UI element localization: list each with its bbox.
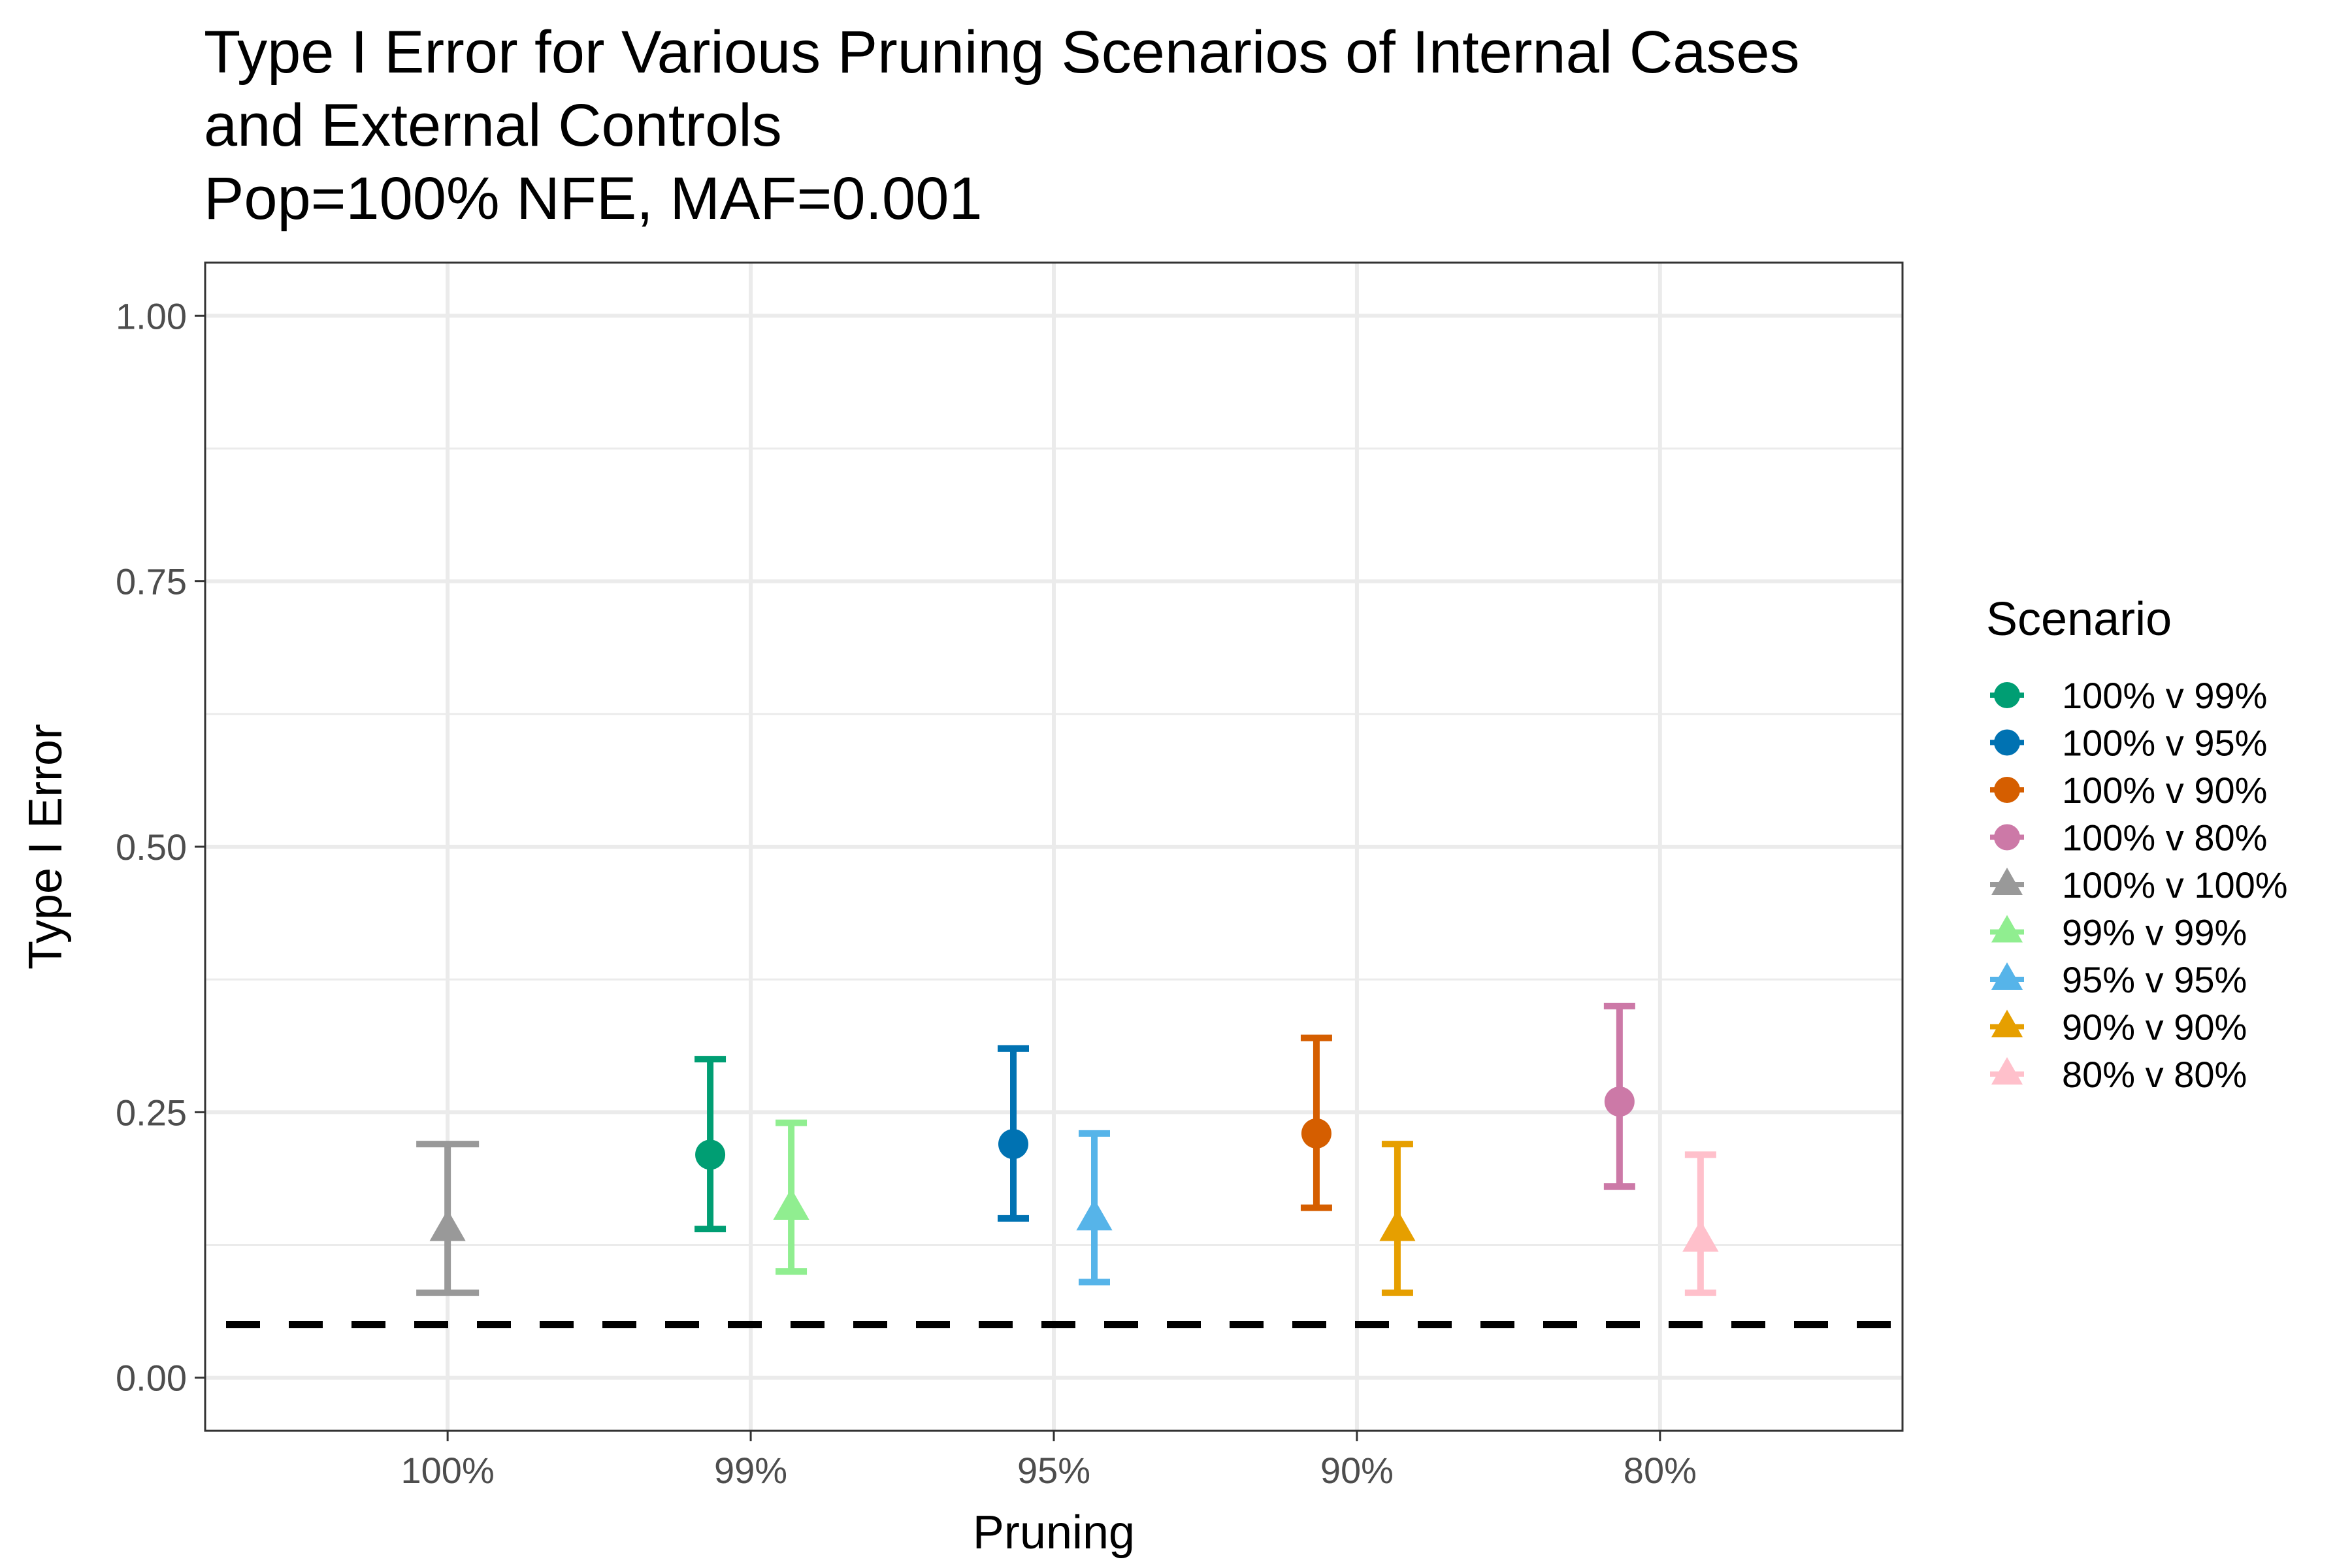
legend-key-symbol	[1991, 962, 2023, 990]
legend-key-symbol	[1994, 824, 2020, 851]
y-tick-label: 0.50	[116, 826, 187, 868]
legend-key-symbol	[1994, 729, 2020, 756]
legend-label: 100% v 99%	[2062, 675, 2267, 716]
series-mark-group	[998, 1045, 1029, 1222]
series-mark-group	[1603, 1002, 1635, 1190]
legend-label: 100% v 100%	[2062, 864, 2288, 906]
data-point	[695, 1139, 726, 1170]
legend-key-symbol	[1994, 682, 2020, 708]
data-point	[998, 1129, 1028, 1160]
legend: Scenario 100% v 99% 100% v 95% 100% v 90% 1…	[1986, 593, 2288, 1095]
marks-layer	[416, 1002, 1719, 1296]
legend-label: 100% v 80%	[2062, 817, 2267, 858]
data-point	[1076, 1198, 1113, 1231]
legend-label: 100% v 95%	[2062, 723, 2267, 764]
legend-item: 100% v 90%	[1990, 770, 2267, 811]
grid-layer	[205, 263, 1903, 1431]
y-tick-label: 1.00	[116, 295, 187, 336]
legend-key-symbol	[1991, 1009, 2023, 1037]
legend-item: 99% v 99%	[1990, 912, 2247, 953]
legend-item: 95% v 95%	[1990, 959, 2247, 1000]
data-point	[1682, 1220, 1719, 1252]
legend-item: 100% v 99%	[1990, 675, 2267, 716]
legend-item: 100% v 95%	[1990, 723, 2267, 764]
legend-label: 90% v 90%	[2062, 1007, 2247, 1048]
y-tick-label: 0.75	[116, 561, 187, 602]
x-axis-title: Pruning	[973, 1507, 1135, 1559]
series-mark-group	[773, 1119, 809, 1275]
chart-title: Type I Error for Various Pruning Scenari…	[204, 16, 2164, 235]
series-mark-group	[416, 1141, 480, 1296]
data-point	[1604, 1086, 1635, 1117]
x-tick-label: 80%	[1624, 1450, 1697, 1491]
chart-title-line-1: Type I Error for Various Pruning Scenari…	[204, 19, 1800, 86]
legend-item: 90% v 90%	[1990, 1007, 2247, 1048]
y-axis: 0.00 0.25 0.50 0.75 1.00	[116, 295, 205, 1399]
legend-key-symbol	[1994, 777, 2020, 803]
y-axis-title: Type I Error	[20, 724, 72, 970]
data-point	[429, 1209, 466, 1241]
x-tick-label: 99%	[714, 1450, 787, 1491]
series-mark-group	[1682, 1151, 1719, 1296]
legend-label: 80% v 80%	[2062, 1054, 2247, 1095]
x-tick-label: 95%	[1017, 1450, 1090, 1491]
legend-label: 95% v 95%	[2062, 959, 2247, 1000]
chart-title-line-3: Pop=100% NFE, MAF=0.001	[204, 165, 983, 232]
legend-key-symbol	[1991, 867, 2023, 895]
legend-label: 99% v 99%	[2062, 912, 2247, 953]
x-axis: 100% 99% 95% 90% 80%	[401, 1431, 1697, 1491]
legend-item: 100% v 100%	[1990, 864, 2288, 906]
legend-label: 100% v 90%	[2062, 770, 2267, 811]
chart-title-line-2: and External Controls	[204, 92, 782, 159]
legend-title: Scenario	[1986, 593, 2172, 645]
series-mark-group	[1379, 1141, 1416, 1296]
y-tick-label: 0.25	[116, 1092, 187, 1133]
legend-item: 100% v 80%	[1990, 817, 2267, 858]
data-point	[1379, 1209, 1416, 1241]
data-point	[773, 1188, 809, 1220]
data-point	[1301, 1118, 1331, 1149]
series-mark-group	[694, 1056, 727, 1233]
series-mark-group	[1300, 1034, 1332, 1211]
legend-key-symbol	[1991, 915, 2023, 943]
legend-key-symbol	[1991, 1056, 2023, 1085]
x-tick-label: 90%	[1320, 1450, 1394, 1491]
y-tick-label: 0.00	[116, 1358, 187, 1399]
legend-item: 80% v 80%	[1990, 1054, 2247, 1095]
series-mark-group	[1076, 1130, 1113, 1286]
x-tick-label: 100%	[401, 1450, 495, 1491]
